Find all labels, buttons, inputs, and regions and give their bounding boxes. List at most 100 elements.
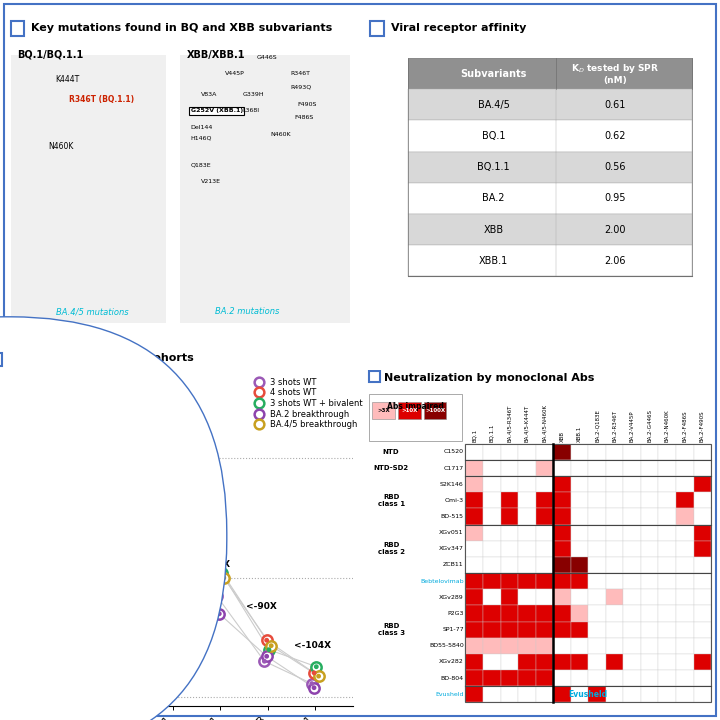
Text: Q183E: Q183E	[191, 162, 211, 167]
Bar	[693, 444, 711, 460]
Bar	[500, 525, 518, 541]
Point	[168, 559, 180, 570]
Text: BA.4/5 mutations: BA.4/5 mutations	[55, 307, 128, 316]
Bar	[571, 621, 588, 638]
Text: XGv051: XGv051	[439, 530, 464, 535]
Bar	[518, 508, 536, 525]
Bar	[500, 476, 518, 492]
Bar	[641, 589, 659, 606]
Bar	[370, 21, 384, 36]
Text: BA.2 mutations: BA.2 mutations	[215, 307, 279, 316]
Bar	[424, 402, 446, 419]
Bar	[659, 525, 676, 541]
Bar	[624, 606, 641, 621]
Bar	[466, 508, 483, 525]
Text: BQ.1: BQ.1	[472, 429, 477, 442]
Bar	[641, 492, 659, 508]
Bar	[466, 589, 483, 606]
Point	[119, 494, 130, 505]
Text: 0.95: 0.95	[605, 194, 626, 204]
Bar	[536, 606, 553, 621]
Text: BA.4/5-R346T: BA.4/5-R346T	[507, 405, 512, 442]
Text: G252V (XBB.1): G252V (XBB.1)	[191, 108, 243, 113]
Bar	[483, 606, 500, 621]
Bar	[500, 589, 518, 606]
Bar	[553, 557, 571, 573]
Text: R346T (BQ.1.1): R346T (BQ.1.1)	[69, 95, 135, 104]
Bar	[606, 557, 624, 573]
Bar	[518, 525, 536, 541]
Bar	[641, 476, 659, 492]
Point	[261, 651, 272, 662]
Bar	[408, 58, 692, 89]
Bar	[483, 573, 500, 589]
Text: <-24X: <-24X	[152, 520, 183, 529]
Text: 2.06: 2.06	[605, 256, 626, 266]
Bar	[624, 589, 641, 606]
Point	[218, 572, 230, 584]
Bar	[606, 686, 624, 702]
Text: V213E: V213E	[201, 179, 221, 184]
Bar	[588, 476, 606, 492]
Text: XBB: XBB	[483, 225, 503, 235]
Bar	[624, 476, 641, 492]
Bar	[606, 508, 624, 525]
Bar	[466, 492, 483, 508]
Text: F486S: F486S	[294, 115, 313, 120]
Point	[71, 461, 83, 472]
Text: BA.4/5: BA.4/5	[477, 100, 510, 110]
Bar	[466, 444, 483, 460]
Bar	[483, 654, 500, 670]
Bar	[483, 460, 500, 476]
Text: G446S: G446S	[256, 55, 277, 60]
Bar	[500, 492, 518, 508]
Point	[310, 661, 322, 672]
Bar	[676, 460, 693, 476]
Bar	[571, 557, 588, 573]
Text: NTD: NTD	[14, 339, 32, 348]
Text: S2: S2	[14, 350, 24, 359]
Bar	[659, 686, 676, 702]
Point	[261, 634, 272, 646]
Bar	[693, 508, 711, 525]
Bar	[466, 525, 483, 541]
Text: XGv289: XGv289	[439, 595, 464, 600]
Bar	[553, 589, 571, 606]
Text: <-90X: <-90X	[246, 601, 277, 611]
Text: NTD: NTD	[383, 449, 400, 455]
Point	[308, 667, 320, 678]
Bar	[483, 476, 500, 492]
Bar	[466, 638, 483, 654]
Point	[258, 655, 270, 667]
Bar	[518, 557, 536, 573]
Bar	[483, 557, 500, 573]
Bar	[571, 606, 588, 621]
Bar	[588, 670, 606, 686]
Point	[24, 405, 35, 417]
Point	[117, 541, 128, 553]
Text: R493Q: R493Q	[291, 85, 312, 90]
Point	[264, 644, 275, 655]
Point	[166, 598, 178, 610]
Bar	[606, 573, 624, 589]
Bar	[483, 638, 500, 654]
Bar	[624, 573, 641, 589]
Bar	[571, 670, 588, 686]
Bar	[588, 492, 606, 508]
Text: 0.62: 0.62	[605, 131, 626, 141]
Point	[171, 562, 182, 574]
Text: BA.2-F486S: BA.2-F486S	[683, 410, 688, 442]
Bar	[408, 214, 692, 246]
Bar	[536, 638, 553, 654]
Point	[121, 480, 132, 491]
Bar	[676, 525, 693, 541]
Bar	[571, 508, 588, 525]
Bar	[500, 621, 518, 638]
Bar	[659, 654, 676, 670]
Bar	[500, 686, 518, 702]
Text: RBD
class 1: RBD class 1	[377, 494, 405, 507]
Bar	[553, 638, 571, 654]
Text: XGv347: XGv347	[439, 546, 464, 552]
Bar	[624, 670, 641, 686]
Bar	[483, 589, 500, 606]
